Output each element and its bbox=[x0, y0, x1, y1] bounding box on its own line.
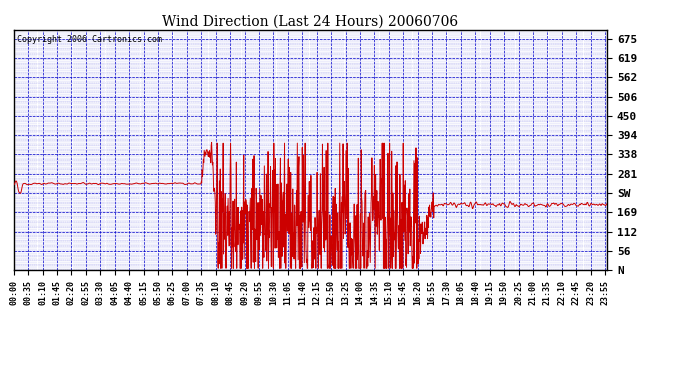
Title: Wind Direction (Last 24 Hours) 20060706: Wind Direction (Last 24 Hours) 20060706 bbox=[162, 15, 459, 29]
Text: Copyright 2006 Cartronics.com: Copyright 2006 Cartronics.com bbox=[17, 35, 161, 44]
